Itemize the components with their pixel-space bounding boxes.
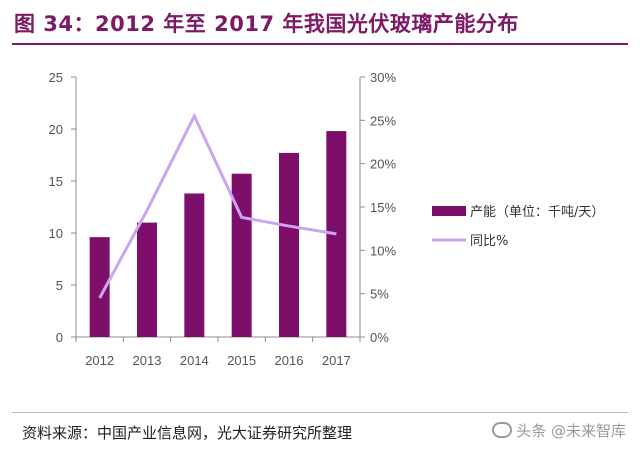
left-tick-label: 15	[49, 174, 63, 189]
right-tick-label: 20%	[370, 157, 396, 172]
x-axis: 2012 2013 2014 2015 2016 2017	[75, 336, 361, 368]
watermark: 头条 @未来智库	[492, 420, 626, 441]
source-divider	[12, 412, 628, 413]
figure-title: 图 34：2012 年至 2017 年我国光伏玻璃产能分布	[14, 12, 519, 36]
left-tick-label: 20	[49, 122, 63, 137]
bar-2016	[279, 152, 299, 337]
left-tick-label: 10	[49, 226, 63, 241]
left-tick-label: 0	[56, 330, 63, 345]
bar-2014	[184, 193, 205, 337]
legend-bar-label: 产能（单位：千吨/天）	[470, 205, 604, 220]
line-series	[98, 112, 337, 299]
bar-2015	[231, 173, 252, 337]
right-tick-label: 10%	[370, 243, 396, 258]
yoy-line	[98, 112, 337, 299]
legend: 产能（单位：千吨/天） 同比%	[432, 205, 604, 249]
right-tick-label: 0%	[370, 330, 389, 345]
right-tick-label: 15%	[370, 200, 396, 215]
x-tick-label: 2012	[85, 353, 114, 368]
x-tick-label: 2014	[180, 353, 209, 368]
left-tick-label: 5	[56, 278, 63, 293]
source-note: 资料来源：中国产业信息网，光大证券研究所整理	[22, 424, 353, 442]
legend-bar-swatch	[432, 206, 466, 216]
bar-2017	[326, 131, 347, 337]
x-tick-label: 2013	[133, 353, 162, 368]
right-tick-label: 25%	[370, 113, 396, 128]
title-divider	[12, 43, 628, 45]
right-tick-label: 30%	[370, 70, 396, 85]
right-axis: 0% 5% 10% 15% 20% 25% 30%	[359, 70, 396, 345]
bar-series	[89, 131, 347, 337]
left-tick-label: 25	[49, 70, 63, 85]
bar-2012	[89, 237, 110, 337]
left-axis: 0 5 10 15 20 25	[49, 70, 77, 345]
legend-line-label: 同比%	[470, 234, 508, 249]
x-tick-label: 2015	[227, 353, 256, 368]
x-tick-label: 2017	[322, 353, 351, 368]
chat-bubble-icon	[492, 422, 513, 438]
bar-2013	[137, 222, 157, 337]
right-tick-label: 5%	[370, 287, 389, 302]
watermark-text: 头条 @未来智库	[516, 422, 626, 440]
x-tick-label: 2016	[275, 353, 304, 368]
